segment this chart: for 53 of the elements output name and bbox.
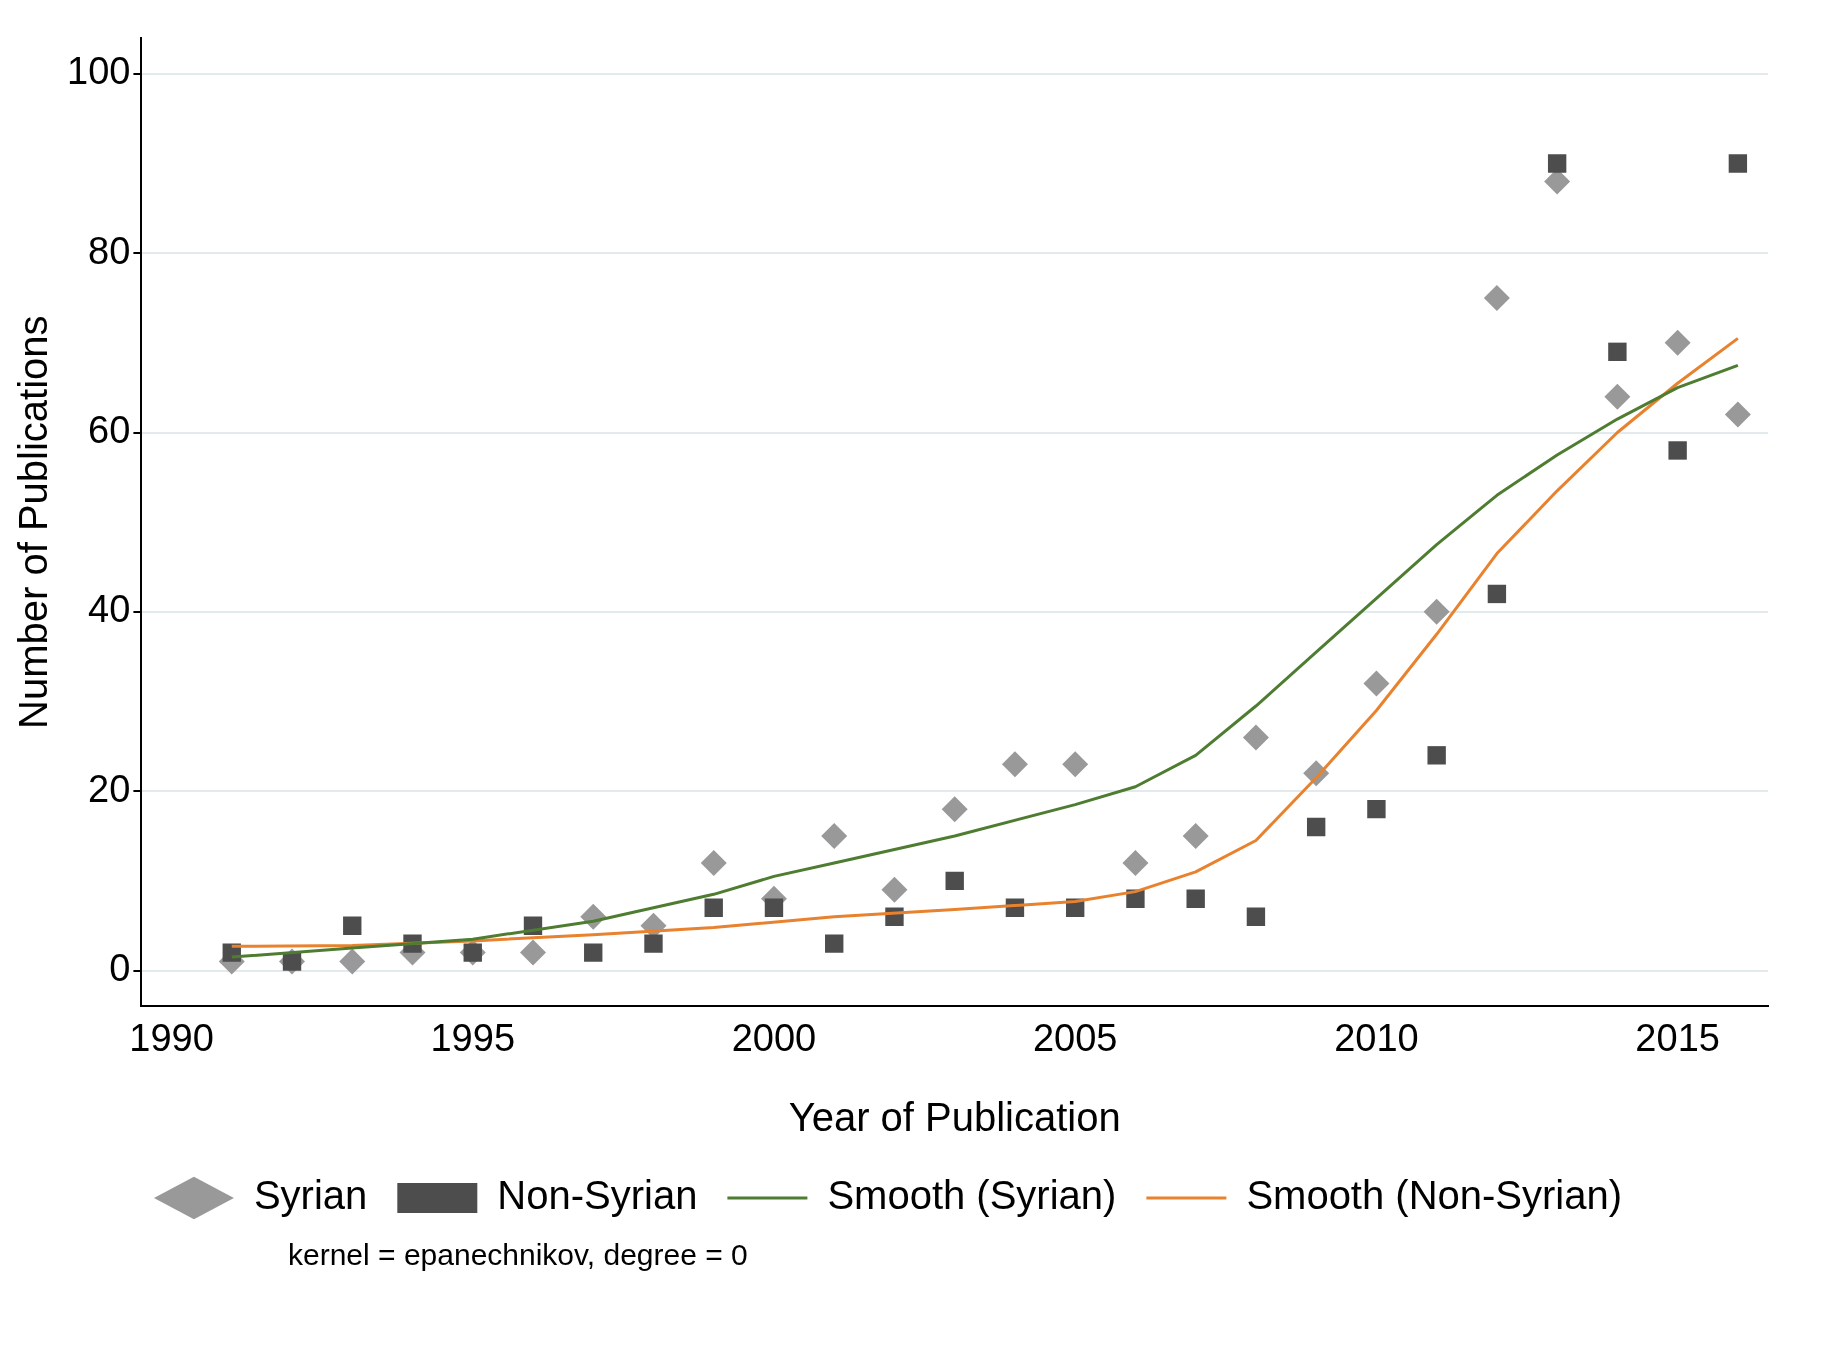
point	[1182, 823, 1209, 850]
x-tick-label: 2015	[1635, 1016, 1720, 1059]
point	[881, 876, 908, 903]
y-tick-label: 80	[88, 229, 131, 272]
point	[339, 948, 366, 975]
point	[821, 823, 848, 850]
point	[700, 849, 727, 876]
y-tick-label: 20	[88, 767, 131, 810]
x-tick-label: 2000	[731, 1016, 817, 1059]
point	[584, 943, 603, 962]
text: kernel = epanechnikov, degree = 0	[288, 1238, 749, 1272]
y-axis-title: Number of Publications	[11, 315, 56, 729]
point	[1001, 751, 1028, 778]
legend-label: Smooth (Non-Syrian)	[1246, 1173, 1623, 1218]
point	[1483, 285, 1510, 312]
point	[1246, 907, 1266, 926]
point	[825, 934, 844, 953]
legend-label: Smooth (Syrian)	[827, 1173, 1117, 1218]
point	[1423, 598, 1450, 625]
point	[1367, 799, 1386, 819]
point	[1724, 401, 1751, 428]
point	[519, 939, 546, 966]
point	[1242, 724, 1269, 751]
point	[1363, 670, 1390, 697]
x-axis-title: Year of Publication	[788, 1095, 1121, 1140]
point	[1668, 441, 1687, 460]
x-tick-label: 2010	[1334, 1016, 1419, 1059]
point	[704, 898, 723, 917]
y-tick-label: 100	[67, 50, 131, 93]
point	[1728, 154, 1748, 173]
y-tick-label: 0	[109, 947, 131, 990]
x-tick-label: 1995	[430, 1016, 516, 1059]
point	[764, 898, 784, 917]
point	[644, 934, 663, 953]
point	[1062, 751, 1089, 778]
x-tick-label: 2005	[1032, 1016, 1118, 1059]
point	[945, 871, 964, 891]
legend-label: Non-Syrian	[497, 1173, 698, 1218]
x-tick-label: 1990	[129, 1016, 214, 1059]
point	[1487, 584, 1507, 604]
point	[1427, 746, 1446, 765]
point	[1186, 889, 1205, 908]
y-tick-label: 60	[88, 409, 131, 452]
point	[1122, 849, 1149, 876]
y-tick-label: 40	[88, 588, 131, 631]
point	[1604, 383, 1631, 410]
point	[1664, 329, 1691, 356]
point	[941, 796, 968, 823]
point	[1306, 817, 1326, 837]
point	[1608, 342, 1627, 362]
point	[1547, 154, 1567, 173]
legend-label: Syrian	[253, 1173, 368, 1218]
point	[343, 916, 362, 935]
